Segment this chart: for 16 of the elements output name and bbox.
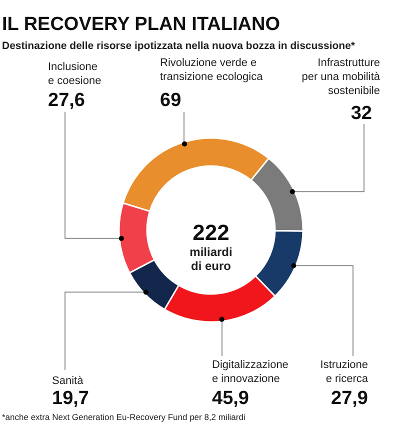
text: 222 miliardi di euro: [190, 220, 232, 273]
slice-label: Digitalizzazione e innovazione: [212, 359, 288, 385]
data-label: 27,6: [48, 90, 85, 111]
slice-label: Sanità: [52, 375, 84, 387]
slice-label: Infrastrutture per una mobilità sostenibile: [302, 57, 381, 97]
text: *anche extra Next Generation Eu-Recovery Fund per 8,2 miliardi: [2, 412, 246, 422]
slice-label: Istruzione e ricerca: [320, 359, 369, 385]
data-label: 69: [160, 90, 182, 111]
chart-title: IL RECOVERY PLAN ITALIANO: [2, 14, 280, 35]
data-label: 19,7: [52, 388, 89, 409]
chart-subtitle: Destinazione delle risorse ipotizzata nella nuova bozza in discussione*: [2, 40, 356, 52]
data-label: 32: [350, 103, 372, 124]
slice-label: Rivoluzione verde e transizione ecologica: [160, 57, 264, 83]
data-label: 27,9: [331, 388, 368, 409]
slice-label: Inclusione e coesione: [48, 61, 102, 87]
data-label: 45,9: [212, 388, 249, 409]
